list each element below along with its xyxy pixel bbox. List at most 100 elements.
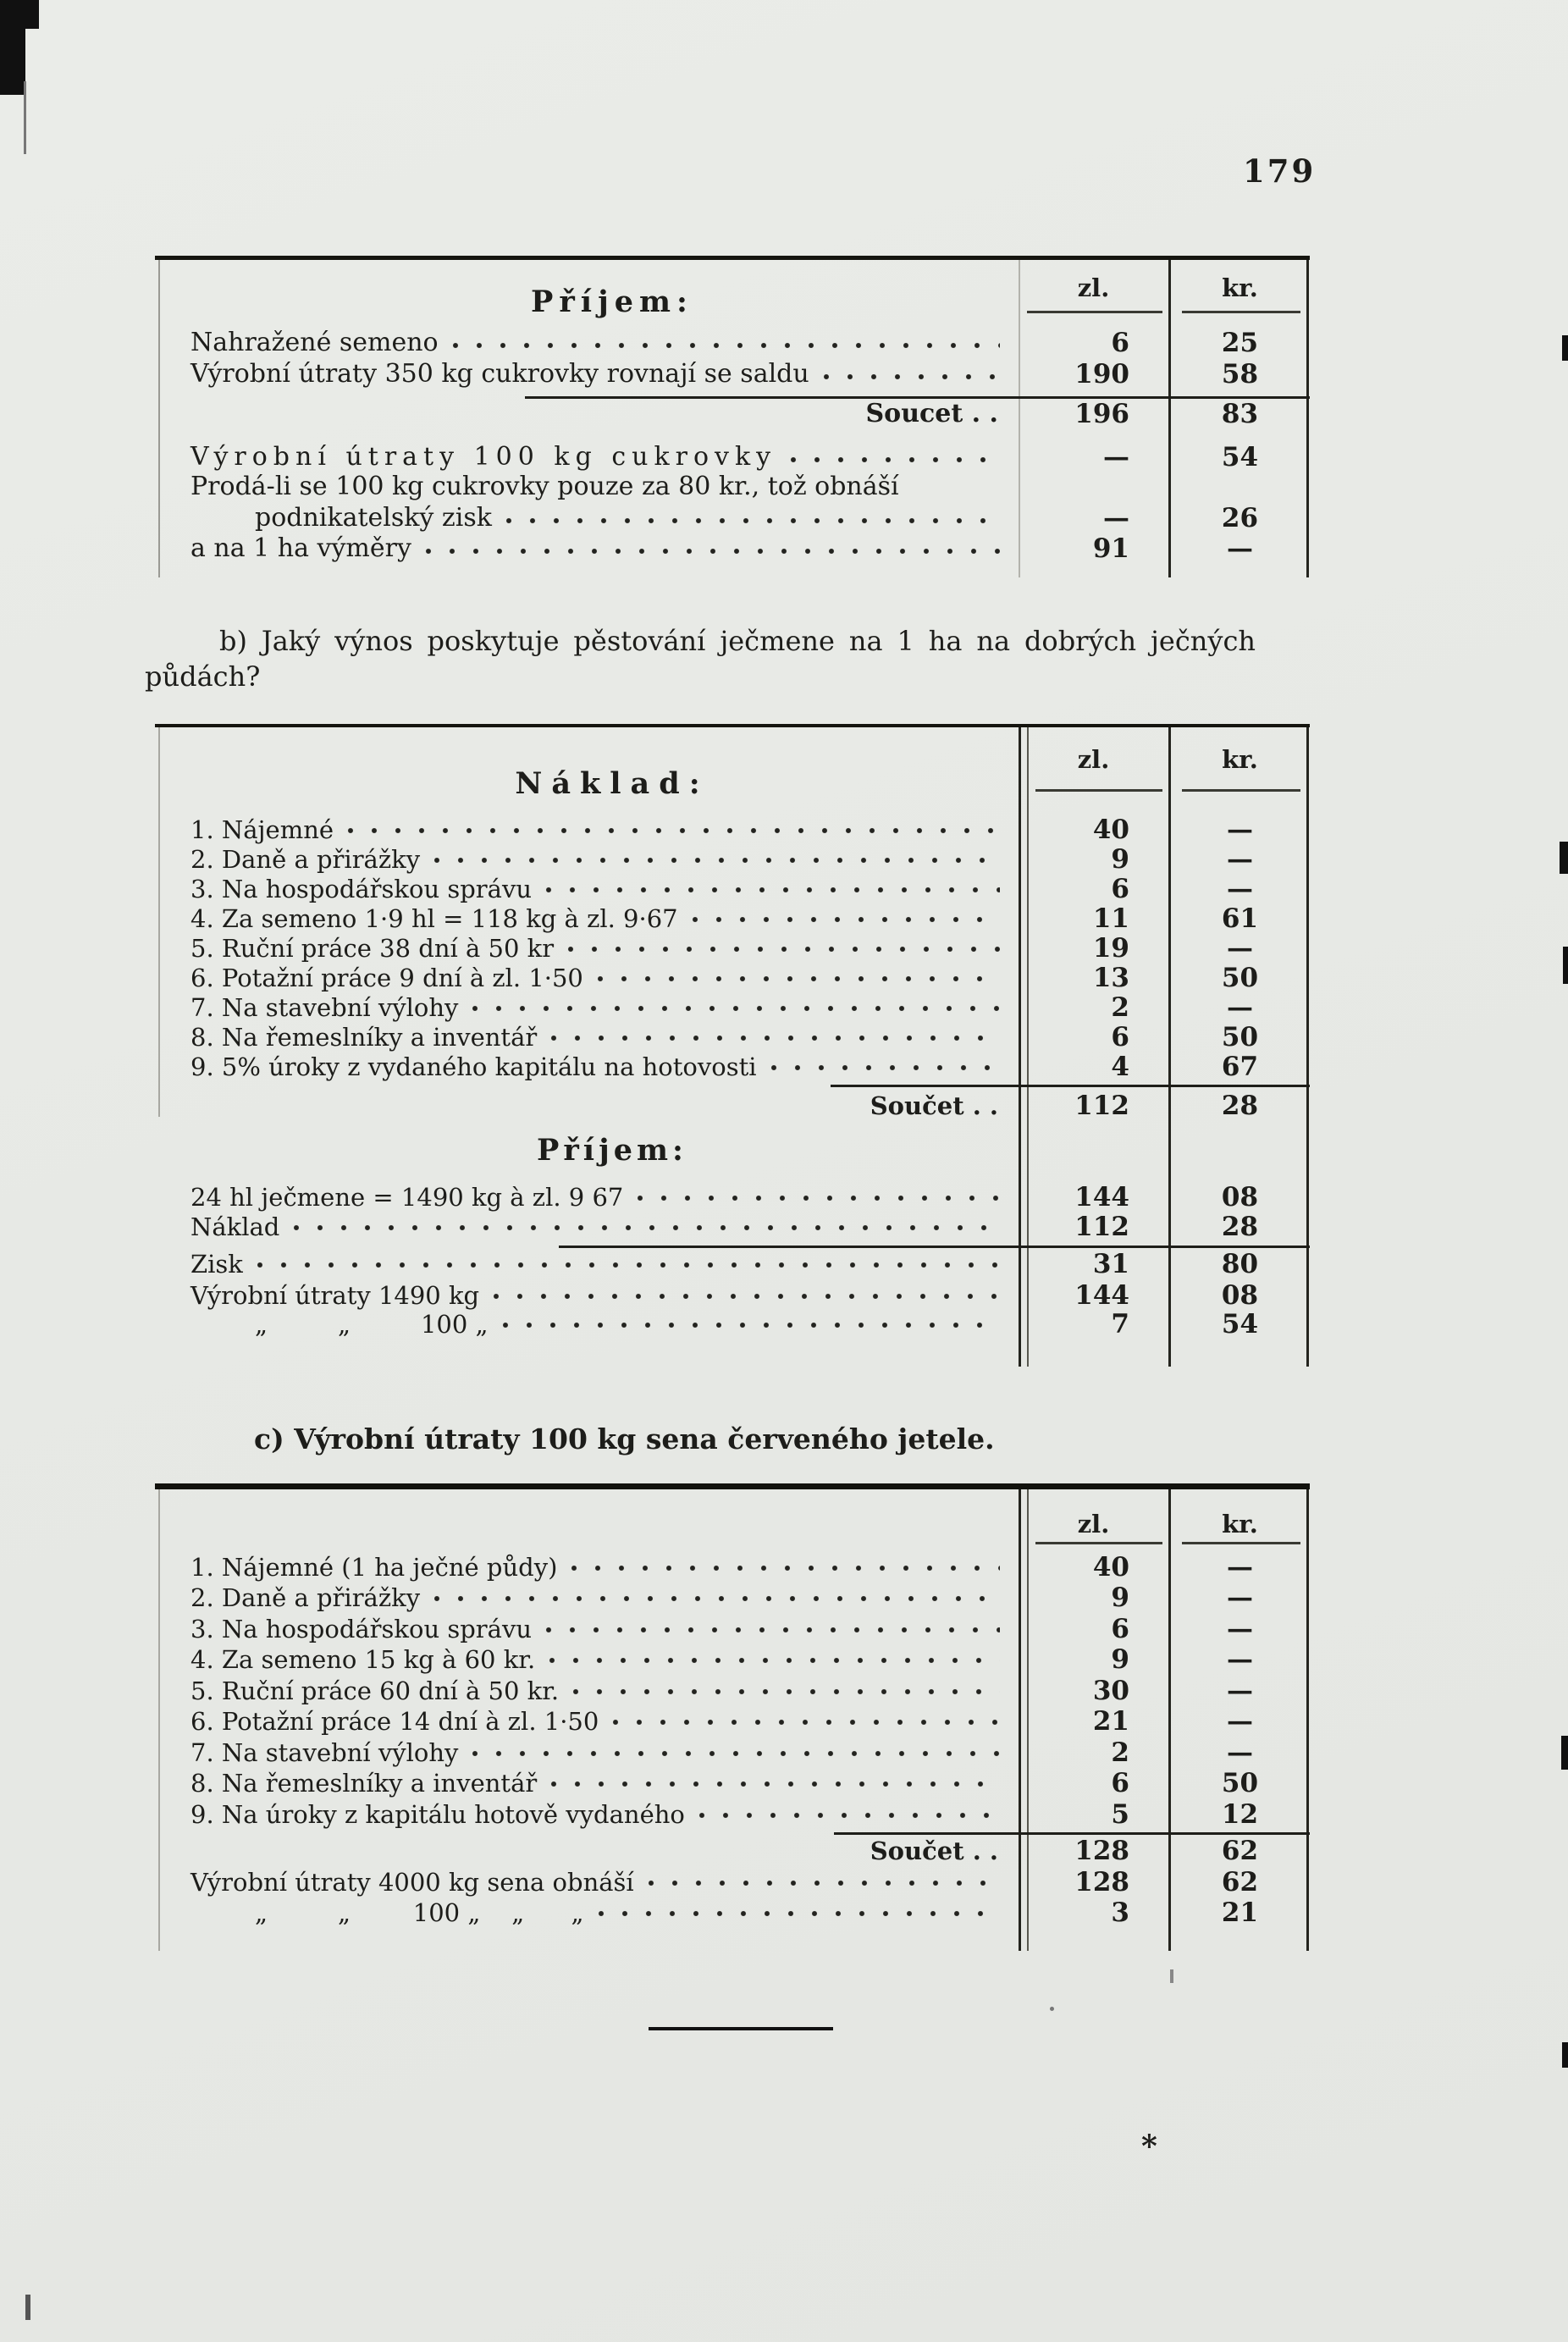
value-kr: —	[1227, 815, 1253, 845]
table-border-right	[1306, 727, 1309, 1367]
row-label: Výrobní útraty 1490 kg	[190, 1281, 480, 1310]
column-header-zl: zl.	[1077, 273, 1110, 302]
value-kr: —	[1227, 1614, 1253, 1644]
value-zl: 40	[1092, 815, 1129, 845]
value-kr: —	[1227, 1583, 1253, 1613]
page-number: 179	[1243, 152, 1317, 190]
table-border-right	[1306, 260, 1309, 577]
dot-leader	[433, 845, 1000, 874]
value-kr: 26	[1221, 503, 1259, 533]
value-kr: —	[1227, 1737, 1253, 1768]
value-zl: 40	[1092, 1552, 1129, 1583]
table-row: Výrobní útraty 350 kg cukrovky rovnají s…	[155, 358, 1310, 390]
row-label: 5. Ruční práce 60 dní à 50 kr.	[190, 1676, 560, 1705]
value-zl: 2	[1111, 992, 1129, 1023]
dot-leader	[451, 327, 1000, 359]
value-kr: 12	[1221, 1799, 1259, 1830]
sum-label: Součet . .	[870, 1091, 998, 1120]
dot-leader	[293, 1212, 1000, 1241]
table-row: 4. Za semeno 1·9 hl = 118 kg à zl. 9·67 …	[155, 904, 1310, 933]
sum-label: Soucet . .	[865, 399, 998, 428]
dot-leader	[256, 1250, 1000, 1279]
table-naklad-jecmen: Náklad: zl. kr. 1. Nájemné 40 — 2. Daně …	[155, 724, 1310, 1367]
value-zl: 13	[1092, 963, 1129, 993]
row-label: 4. Za semeno 1·9 hl = 118 kg à zl. 9·67	[190, 904, 678, 933]
value-kr: —	[1227, 844, 1253, 875]
row-label: 1. Nájemné (1 ha ječné půdy)	[190, 1553, 558, 1582]
value-kr: 67	[1221, 1052, 1259, 1082]
value-kr: 50	[1221, 1022, 1259, 1052]
header-underline	[1035, 789, 1162, 792]
value-zl: 9	[1111, 844, 1129, 875]
header-underline	[1027, 311, 1162, 313]
value-kr: —	[1227, 874, 1253, 904]
value-zl: 128	[1074, 1867, 1129, 1897]
sum-rule	[559, 1246, 1310, 1248]
scan-artifact	[1562, 335, 1568, 361]
row-label: 6. Potažní práce 9 dní à zl. 1·50	[190, 964, 583, 992]
scan-artifact	[1560, 842, 1568, 874]
value-kr: 83	[1221, 399, 1259, 429]
row-label: Výrobní útraty 4000 kg sena obnáší	[190, 1868, 634, 1897]
value-zl: 112	[1074, 1091, 1129, 1121]
value-zl: 196	[1074, 399, 1129, 429]
value-zl: —	[1103, 503, 1129, 533]
value-zl: 6	[1111, 1022, 1129, 1052]
column-headers: zl. kr.	[1017, 273, 1310, 302]
table-row: 3. Na hospodářskou správu 6 —	[155, 875, 1310, 903]
section-divider-rule	[649, 2027, 833, 2030]
row-label: 24 hl ječmene = 1490 kg à zl. 9 67	[190, 1183, 624, 1212]
value-zl: 6	[1111, 328, 1129, 358]
value-zl: 11	[1092, 903, 1129, 934]
scan-artifact	[1563, 947, 1568, 984]
section-c-heading: c) Výrobní útraty 100 kg sena červeného …	[254, 1422, 995, 1455]
value-kr: 08	[1221, 1182, 1259, 1212]
value-zl: 190	[1074, 359, 1129, 389]
table-row: 5. Ruční práce 38 dní à 50 kr 19 —	[155, 934, 1310, 963]
row-label: Zisk	[190, 1250, 243, 1279]
value-kr: 61	[1221, 903, 1259, 934]
header-underline	[1182, 789, 1300, 792]
column-header-kr: kr.	[1222, 745, 1258, 774]
column-separator-double	[1027, 727, 1029, 1367]
table-prijem-cukrovka: Příjem: zl. kr. Nahražené semeno 6 25 Vý…	[155, 256, 1310, 580]
table-border-left	[158, 1489, 160, 1951]
column-separator	[1168, 727, 1171, 1367]
value-kr: —	[1227, 1552, 1253, 1583]
table-row: „ „ 100 „ 7 54	[155, 1310, 1310, 1339]
value-kr: —	[1227, 1676, 1253, 1706]
column-header-kr: kr.	[1222, 273, 1258, 302]
header-underline	[1035, 1542, 1162, 1544]
dot-leader	[347, 815, 1000, 844]
dot-leader	[424, 533, 1000, 565]
sum-rule	[831, 1085, 1310, 1087]
column-headers: zl. kr.	[1017, 1510, 1310, 1538]
row-label: Náklad	[190, 1212, 280, 1241]
table-title: Příjem:	[531, 284, 693, 319]
dot-leader	[549, 1645, 1000, 1674]
value-kr: 25	[1221, 328, 1259, 358]
dot-leader	[691, 904, 1000, 933]
value-kr: 21	[1221, 1897, 1259, 1928]
value-kr: —	[1227, 933, 1253, 964]
dot-leader	[472, 993, 1000, 1022]
row-label: a na 1 ha výměry	[190, 533, 411, 563]
dot-leader	[550, 1769, 1000, 1798]
column-separator	[1019, 260, 1020, 577]
row-label: podnikatelský zisk	[255, 503, 492, 533]
table-row: 1. Nájemné 40 —	[155, 815, 1310, 844]
scan-artifact	[25, 2295, 30, 2320]
row-label: Prodá-li se 100 kg cukrovky pouze za 80 …	[190, 472, 899, 501]
value-kr: 54	[1221, 442, 1259, 472]
value-kr: 28	[1221, 1212, 1259, 1242]
column-separator	[1168, 1489, 1171, 1951]
table-row: podnikatelský zisk — 26	[155, 502, 1310, 534]
table-row: a na 1 ha výměry 91 —	[155, 533, 1310, 565]
table-seno-jetele: zl. kr. 1. Nájemné (1 ha ječné půdy) 40 …	[155, 1483, 1310, 1953]
column-separator-double	[1027, 1489, 1029, 1951]
table-row: 5. Ruční práce 60 dní à 50 kr. 30 —	[155, 1676, 1310, 1705]
table-border-right	[1306, 1489, 1309, 1951]
value-kr: 80	[1221, 1249, 1259, 1279]
table-row: 7. Na stavební výlohy 2 —	[155, 1738, 1310, 1767]
value-kr: 62	[1221, 1867, 1259, 1897]
